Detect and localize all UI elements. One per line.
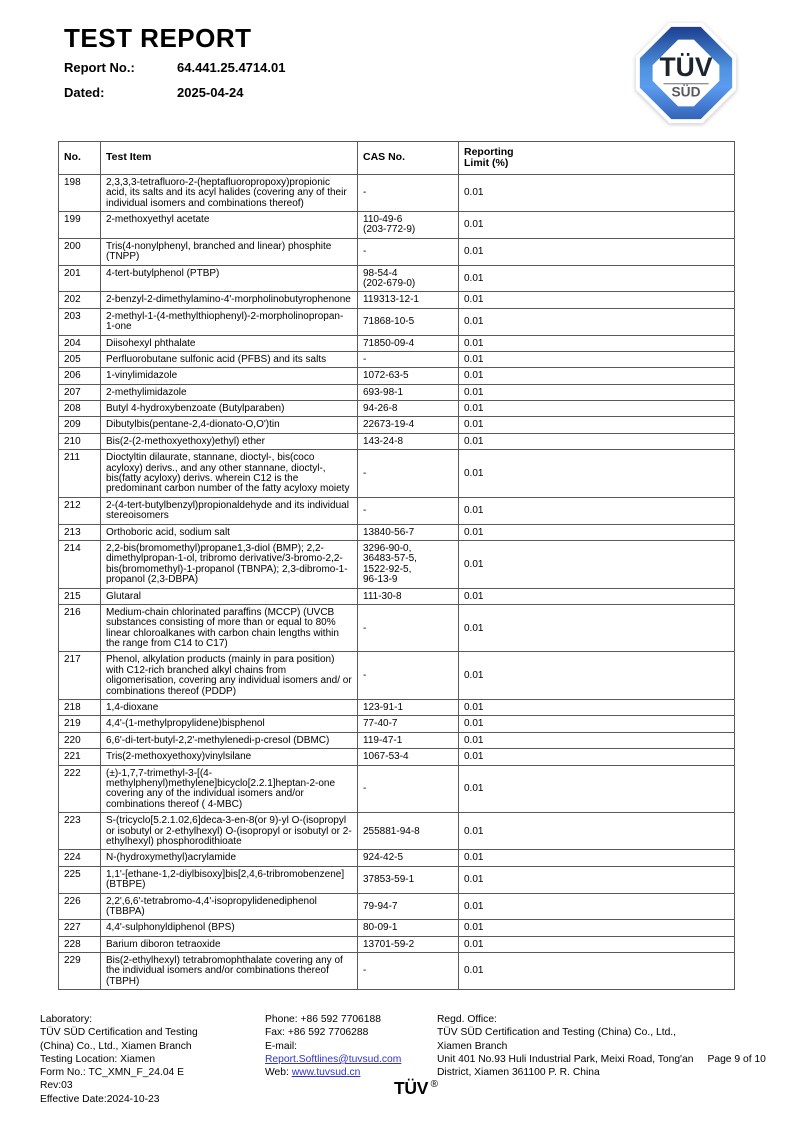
svg-text:TÜV: TÜV — [660, 52, 713, 82]
svg-text:SÜD: SÜD — [672, 84, 701, 100]
